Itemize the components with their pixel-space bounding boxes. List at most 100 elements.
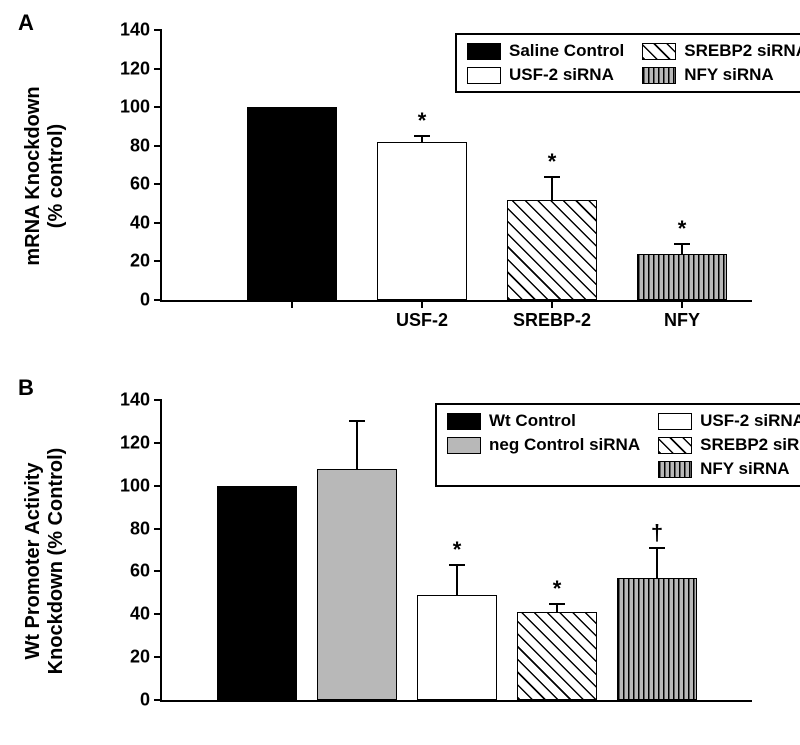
ytick-label: 20	[130, 647, 150, 668]
ytick-label: 100	[120, 97, 150, 118]
error-cap	[449, 564, 465, 566]
ytick-label: 0	[140, 290, 150, 311]
error-cap	[349, 420, 365, 422]
panel-a-label: A	[18, 10, 34, 36]
legend-item: NFY siRNA	[658, 459, 800, 479]
error-cap	[549, 603, 565, 605]
ytick-line	[154, 68, 162, 70]
legend-item: Saline Control	[467, 41, 624, 61]
ytick-line	[154, 260, 162, 262]
legend-item: SREBP2 siRNA	[642, 41, 800, 61]
ytick-line	[154, 570, 162, 572]
legend-swatch	[447, 437, 481, 454]
xtick-label: NFY	[664, 310, 700, 331]
panel-b-ylabel: Wt Promoter Activity Knockdown (% Contro…	[22, 411, 68, 711]
legend-item: NFY siRNA	[642, 65, 800, 85]
ytick-label: 20	[130, 251, 150, 272]
legend-item: neg Control siRNA	[447, 435, 640, 455]
xtick-line	[291, 300, 293, 308]
panel-a-legend: Saline Control SREBP2 siRNA USF-2 siRNA NFY…	[455, 33, 800, 93]
ytick-label: 140	[120, 20, 150, 41]
xtick-label: USF-2	[396, 310, 448, 331]
error-bar	[681, 244, 683, 254]
error-bar	[356, 421, 358, 468]
bar	[317, 469, 397, 700]
ytick-label: 60	[130, 561, 150, 582]
ytick-label: 120	[120, 432, 150, 453]
bar	[417, 595, 497, 700]
ytick-line	[154, 442, 162, 444]
legend-label: NFY siRNA	[684, 65, 773, 85]
bar	[637, 254, 727, 300]
ytick-line	[154, 613, 162, 615]
error-bar	[556, 604, 558, 613]
xtick-line	[681, 300, 683, 308]
panel-b-legend: Wt Control USF-2 siRNA neg Control siRNA SR…	[435, 403, 800, 487]
significance-marker: *	[418, 108, 427, 134]
legend-label: NFY siRNA	[700, 459, 789, 479]
legend-swatch	[658, 461, 692, 478]
legend-label: SREBP2 siRNA	[700, 435, 800, 455]
bar	[247, 107, 337, 300]
ytick-line	[154, 528, 162, 530]
xtick-label: SREBP-2	[513, 310, 591, 331]
error-cap	[674, 243, 690, 245]
bar	[617, 578, 697, 700]
ytick-line	[154, 699, 162, 701]
ytick-label: 80	[130, 135, 150, 156]
legend-label: USF-2 siRNA	[509, 65, 614, 85]
error-cap	[414, 135, 430, 137]
xtick-line	[551, 300, 553, 308]
xtick-line	[421, 300, 423, 308]
ytick-line	[154, 399, 162, 401]
legend-item: Wt Control	[447, 411, 640, 431]
ytick-line	[154, 656, 162, 658]
bar	[507, 200, 597, 300]
legend-label: SREBP2 siRNA	[684, 41, 800, 61]
error-bar	[656, 548, 658, 578]
significance-marker: *	[553, 576, 562, 602]
ytick-line	[154, 183, 162, 185]
bar	[517, 612, 597, 700]
panel-a-ylabel: mRNA Knockdown (% control)	[22, 41, 68, 311]
ytick-line	[154, 145, 162, 147]
error-cap	[544, 176, 560, 178]
ytick-line	[154, 299, 162, 301]
legend-item: USF-2 siRNA	[467, 65, 624, 85]
ytick-label: 100	[120, 475, 150, 496]
significance-marker: †	[651, 520, 663, 546]
error-cap	[649, 547, 665, 549]
ytick-line	[154, 485, 162, 487]
legend-item: USF-2 siRNA	[658, 411, 800, 431]
legend-swatch	[642, 43, 676, 60]
legend-item: SREBP2 siRNA	[658, 435, 800, 455]
ytick-label: 40	[130, 604, 150, 625]
legend-label: USF-2 siRNA	[700, 411, 800, 431]
legend-swatch	[447, 413, 481, 430]
ytick-label: 120	[120, 58, 150, 79]
legend-swatch	[467, 43, 501, 60]
ytick-label: 0	[140, 690, 150, 711]
legend-swatch	[467, 67, 501, 84]
ytick-line	[154, 222, 162, 224]
legend-swatch	[658, 413, 692, 430]
legend-label: neg Control siRNA	[489, 435, 640, 455]
legend-label: Wt Control	[489, 411, 576, 431]
legend-swatch	[642, 67, 676, 84]
ytick-label: 140	[120, 390, 150, 411]
figure: A mRNA Knockdown (% control) 0 20 40 60 80 10…	[0, 0, 800, 745]
significance-marker: *	[548, 149, 557, 175]
ytick-label: 60	[130, 174, 150, 195]
ytick-line	[154, 29, 162, 31]
ytick-label: 40	[130, 212, 150, 233]
error-bar	[456, 565, 458, 595]
ytick-label: 80	[130, 518, 150, 539]
error-bar	[551, 177, 553, 200]
bar	[217, 486, 297, 700]
bar	[377, 142, 467, 300]
legend-swatch	[658, 437, 692, 454]
significance-marker: *	[453, 537, 462, 563]
significance-marker: *	[678, 216, 687, 242]
legend-label: Saline Control	[509, 41, 624, 61]
ytick-line	[154, 106, 162, 108]
